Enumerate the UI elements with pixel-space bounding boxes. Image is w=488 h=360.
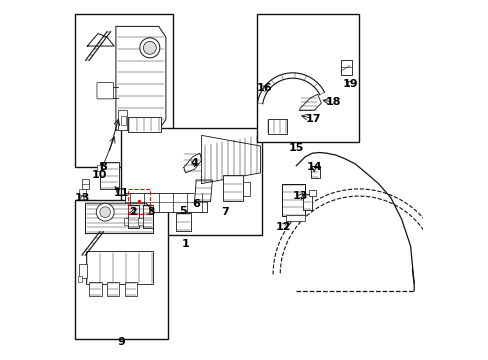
Bar [107,282,119,296]
Bar [124,282,137,296]
Polygon shape [299,94,321,111]
Bar [308,190,315,196]
Bar [285,215,305,221]
Bar [85,251,153,284]
Bar [80,264,86,278]
Bar [223,175,242,202]
Bar [81,179,89,189]
Polygon shape [183,153,201,173]
Text: 7: 7 [221,207,228,217]
Circle shape [96,203,114,221]
Bar [303,194,312,210]
Bar [267,119,287,134]
Text: 6: 6 [192,199,200,209]
Text: 16: 16 [256,83,271,93]
Circle shape [143,41,156,54]
Text: 1: 1 [182,239,189,249]
Bar [128,117,160,132]
Text: 17: 17 [305,113,321,123]
Bar [100,162,119,189]
Text: 18: 18 [325,97,340,107]
Bar [310,166,319,178]
Bar [138,217,142,225]
Polygon shape [201,135,260,184]
Text: 13: 13 [75,193,90,203]
Text: 11: 11 [113,188,129,198]
Bar [242,182,249,196]
Circle shape [140,38,160,58]
Bar [97,165,102,171]
Bar [78,276,82,282]
Text: 14: 14 [305,162,321,172]
Bar [121,128,262,235]
Polygon shape [85,203,153,234]
Text: 15: 15 [288,143,304,153]
Bar [75,14,173,167]
Bar [257,14,358,143]
Bar [176,213,190,231]
Text: 10: 10 [91,170,106,180]
Text: 13: 13 [292,191,307,201]
Bar [80,189,86,195]
FancyBboxPatch shape [97,82,113,99]
Bar [124,193,206,212]
Polygon shape [87,33,114,46]
Bar [121,116,125,125]
Polygon shape [116,26,165,130]
Text: 8: 8 [100,162,107,172]
Bar [282,184,305,216]
Bar [118,111,126,130]
Text: 12: 12 [275,222,290,232]
Text: 2: 2 [129,207,137,217]
Text: 3: 3 [147,207,155,217]
Text: 4: 4 [190,158,198,168]
Bar [142,205,153,228]
Text: 9: 9 [117,337,125,347]
Circle shape [100,207,110,217]
Text: 5: 5 [179,206,186,216]
Bar [89,282,102,296]
Bar [128,205,139,228]
Bar [124,217,128,225]
Bar [75,200,167,339]
Bar [340,60,351,75]
Polygon shape [194,180,212,202]
Text: 19: 19 [343,79,358,89]
